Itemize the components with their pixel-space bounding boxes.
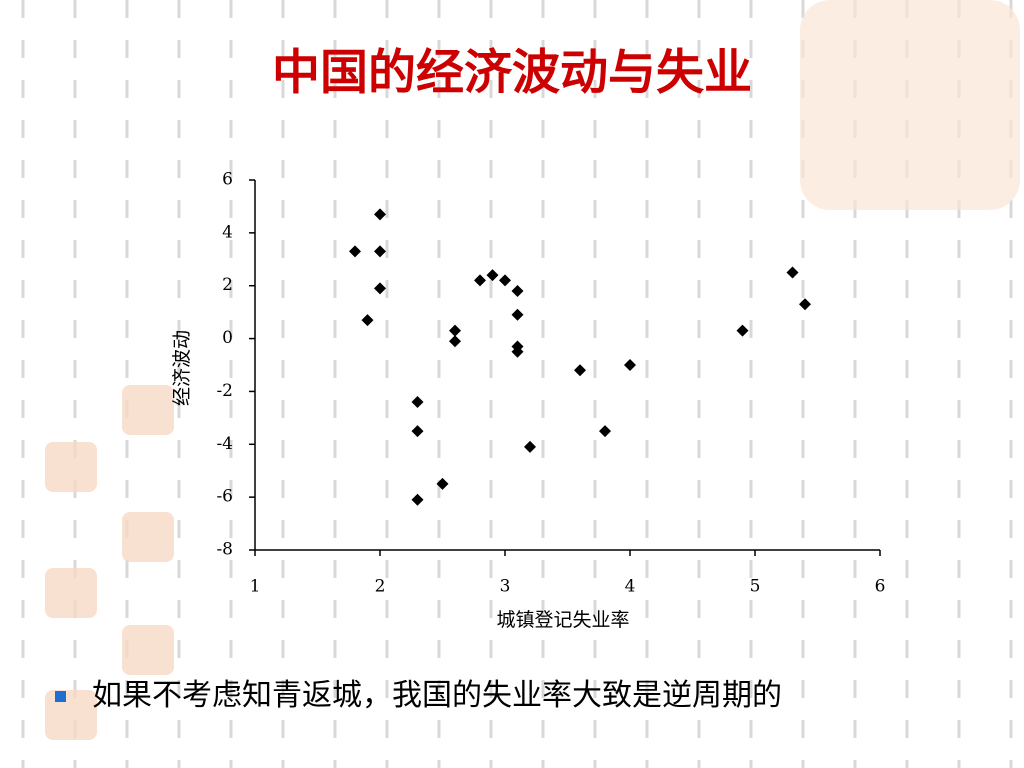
scatter-point	[374, 282, 386, 295]
scatter-point	[449, 324, 461, 337]
y-tick-label: 0	[222, 328, 233, 348]
decor-seal	[122, 625, 174, 675]
x-tick-label: 5	[750, 577, 761, 597]
decor-seal	[122, 512, 174, 562]
scatter-point	[374, 245, 386, 258]
scatter-point	[349, 245, 361, 258]
x-tick-label: 4	[625, 577, 636, 597]
y-tick-label: -8	[216, 540, 233, 560]
x-tick-label: 2	[375, 577, 386, 597]
slide-title: 中国的经济波动与失业	[272, 45, 752, 101]
decor-seal	[800, 0, 1020, 210]
scatter-point	[474, 274, 486, 287]
scatter-point	[786, 266, 799, 279]
scatter-point	[511, 345, 524, 358]
y-tick-label: -4	[216, 434, 233, 454]
scatter-point	[524, 440, 536, 453]
scatter-point	[511, 308, 524, 321]
scatter-point	[624, 359, 636, 371]
y-tick-label: -2	[216, 381, 233, 401]
scatter-point	[511, 285, 524, 297]
scatter-point	[449, 335, 461, 348]
scatter-point	[499, 274, 511, 287]
scatter-point	[411, 396, 424, 408]
y-tick-label: 6	[222, 170, 233, 190]
y-tick-label: 2	[222, 275, 233, 295]
x-tick-label: 1	[250, 577, 261, 597]
x-axis-label: 城镇登记失业率	[496, 609, 629, 631]
scatter-point	[736, 324, 749, 337]
background-decoration	[21, 0, 1020, 768]
y-tick-label: -6	[216, 487, 233, 507]
scatter-point	[599, 425, 611, 438]
bullet-icon	[55, 691, 66, 702]
decor-seal	[45, 442, 97, 492]
x-tick-label: 6	[875, 577, 886, 597]
y-tick-label: 4	[222, 222, 233, 242]
decor-seal	[45, 568, 97, 618]
scatter-point	[574, 364, 586, 377]
scatter-point	[374, 208, 386, 221]
decor-seal	[122, 385, 174, 435]
scatter-point	[411, 425, 424, 438]
scatter-point	[799, 298, 811, 311]
scatter-point	[411, 493, 424, 506]
scatter-point	[436, 477, 449, 490]
decor-seal	[45, 690, 97, 740]
scatter-point	[361, 314, 374, 327]
scatter-point	[486, 269, 499, 282]
y-axis-label: 经济波动	[171, 330, 193, 406]
bullet-text: 如果不考虑知青返城，我国的失业率大致是逆周期的	[92, 678, 782, 713]
x-tick-label: 3	[500, 577, 511, 597]
